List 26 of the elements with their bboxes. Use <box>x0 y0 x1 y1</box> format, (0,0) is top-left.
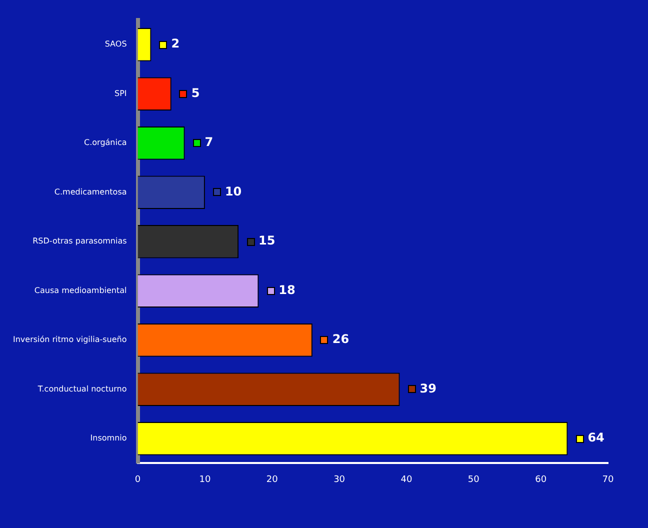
x-tick-label: 50 <box>468 474 480 485</box>
x-tick-label: 0 <box>134 474 141 485</box>
x-tick-label: 20 <box>266 474 278 485</box>
y-tick-label: Causa medioambiental <box>34 286 127 295</box>
y-tick-label: Insomnio <box>90 434 127 443</box>
data-label: 5 <box>191 86 200 100</box>
y-tick-label: Inversión ritmo vigilia-sueño <box>12 335 127 344</box>
y-tick-label: T.conductual nocturno <box>36 384 127 394</box>
x-tick-label: 40 <box>400 474 412 485</box>
x-tick-label: 10 <box>199 474 211 485</box>
data-label: 2 <box>171 36 180 51</box>
y-tick-label: SAOS <box>104 40 127 49</box>
x-tick-label: 30 <box>334 474 346 485</box>
data-label: 64 <box>588 430 604 445</box>
y-tick-label: C.medicamentosa <box>54 187 127 196</box>
x-tick-label: 70 <box>602 474 614 485</box>
data-label: 26 <box>332 332 350 346</box>
y-tick-label: SPI <box>114 88 127 98</box>
data-label: 10 <box>224 184 242 198</box>
y-tick-label: C.orgánica <box>84 138 127 148</box>
data-label: 15 <box>258 234 276 248</box>
data-label: 18 <box>278 282 296 297</box>
data-label: 7 <box>204 135 214 150</box>
y-tick-label: RSD-otras parasomnias <box>32 236 127 246</box>
data-label: 39 <box>420 381 436 396</box>
x-tick-label: 60 <box>535 474 547 485</box>
